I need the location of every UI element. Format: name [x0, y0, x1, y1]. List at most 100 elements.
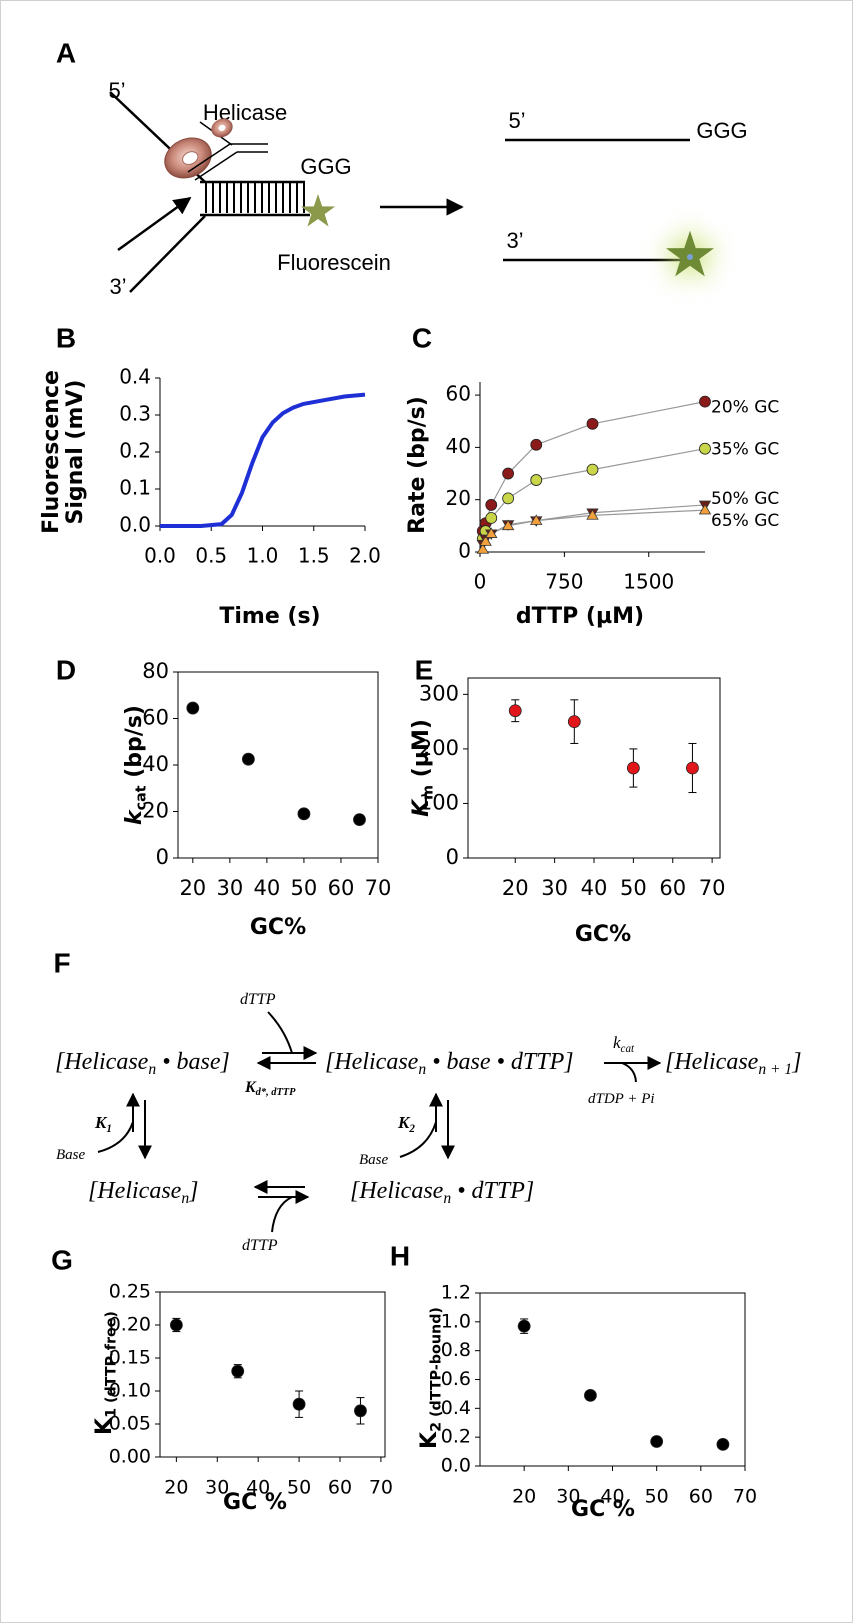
fluorescein-star: [666, 230, 714, 277]
marker: [354, 1404, 367, 1418]
subscript: 1 (dTTP-free): [104, 1311, 120, 1418]
x-tick-label: 60: [328, 876, 355, 900]
text-part: (µM): [409, 719, 434, 785]
marker: [501, 519, 515, 531]
y-tick-label: 0: [156, 845, 169, 869]
strand: [129, 215, 206, 293]
marker: [686, 761, 699, 775]
x-tick-label: 1500: [623, 570, 674, 594]
text-part: • dTTP]: [451, 1178, 534, 1204]
arrow-branch: [621, 1062, 637, 1083]
panel-label: H: [390, 1240, 410, 1271]
x-tick-label: 20: [164, 1477, 188, 1499]
subscript: cat: [134, 785, 150, 810]
legend-label: 20% GC: [711, 398, 779, 418]
torus-hole: [218, 124, 226, 132]
legend-label: 50% GC: [711, 489, 779, 509]
panel-label: E: [415, 654, 434, 685]
text-part: ]: [188, 1178, 198, 1204]
label: GC %: [571, 1497, 635, 1522]
marker: [699, 395, 711, 408]
text-part: Time (s): [219, 604, 320, 629]
subscript: 2: [408, 1123, 415, 1135]
label: GGG: [696, 118, 747, 143]
y-tick-label: 0.2: [119, 439, 151, 463]
y-tick-label: 1.2: [441, 1282, 471, 1304]
marker: [586, 463, 599, 476]
y-tick-label: 0.05: [109, 1413, 151, 1435]
marker: [584, 1388, 597, 1402]
subscript: d*, dTTP: [256, 1087, 296, 1098]
strand: [187, 143, 231, 173]
label: Time (s): [219, 604, 320, 629]
y-tick-label: 0.10: [109, 1380, 151, 1402]
data-line: [160, 392, 366, 528]
y-tick-label: 0.6: [441, 1368, 471, 1390]
y-tick-label: 0: [458, 539, 471, 563]
text-part: Rate (bp/s): [405, 396, 430, 534]
subscript: cat: [621, 1043, 635, 1055]
label: [Helicasen • base • dTTP]: [325, 1049, 574, 1078]
y-tick-label: 0.0: [441, 1455, 471, 1477]
label: Base: [56, 1147, 86, 1163]
marker: [241, 752, 255, 766]
label: kcat: [613, 1033, 635, 1055]
arrow-branch: [399, 1121, 437, 1158]
legend-label: 35% GC: [711, 440, 779, 460]
text-part: GC%: [250, 915, 306, 940]
text-part: • base • dTTP]: [426, 1049, 574, 1075]
marker: [169, 1318, 183, 1332]
marker: [479, 535, 492, 546]
marker: [567, 715, 581, 729]
text-part: dTTP: [242, 1237, 278, 1254]
x-tick-label: 50: [291, 876, 318, 900]
marker: [517, 1319, 531, 1333]
x-tick-label: 2.0: [349, 544, 381, 568]
text-part: GC %: [571, 1497, 635, 1522]
x-tick-label: 750: [545, 570, 583, 594]
subscript: n: [443, 1190, 451, 1207]
text-part: ]: [791, 1049, 801, 1075]
arrow-branch: [97, 1121, 134, 1153]
text-part: [Helicase: [55, 1049, 149, 1075]
marker: [699, 442, 711, 455]
marker: [353, 813, 366, 827]
x-tick-label: 70: [369, 1477, 393, 1499]
y-tick-label: 0.00: [109, 1446, 151, 1468]
text-part: GC%: [575, 922, 631, 947]
helicase-icon: [164, 137, 212, 179]
subscript: n + 1: [758, 1061, 792, 1078]
text-part: [Helicase: [665, 1049, 759, 1075]
label: GC%: [250, 915, 306, 940]
marker: [297, 807, 311, 821]
panel-label: G: [51, 1244, 73, 1275]
x-tick-label: 1.5: [298, 544, 330, 568]
panel-label: A: [56, 37, 76, 68]
text-part: dTDP + Pi: [588, 1091, 655, 1107]
label: K1 (dTTP-free): [92, 1311, 120, 1435]
y-tick-label: 60: [446, 382, 471, 406]
label: 5’: [108, 78, 125, 103]
x-tick-label: 30: [205, 1477, 229, 1499]
text-part: dTTP (µM): [516, 604, 644, 629]
y-tick-label: 0.2: [441, 1426, 471, 1448]
label: Fluorescein: [277, 250, 391, 275]
y-tick-label: 0.4: [441, 1397, 471, 1419]
label: Rate (bp/s): [405, 396, 430, 534]
marker: [485, 499, 498, 511]
y-tick-label: 0.15: [109, 1347, 151, 1369]
dot: [687, 254, 693, 260]
y-tick-label: 0.20: [109, 1314, 151, 1336]
subscript: n: [418, 1061, 426, 1078]
text-part: [Helicase: [325, 1049, 419, 1075]
panel-label: B: [56, 322, 76, 353]
text-part: K: [94, 1113, 108, 1132]
text-part: dTTP: [240, 991, 276, 1008]
text-part: [Helicase: [350, 1178, 444, 1204]
x-tick-label: 0: [474, 570, 487, 594]
y-axis-title: Fluorescence: [39, 370, 64, 534]
y-tick-label: 0.8: [441, 1339, 471, 1361]
marker: [716, 1437, 730, 1451]
